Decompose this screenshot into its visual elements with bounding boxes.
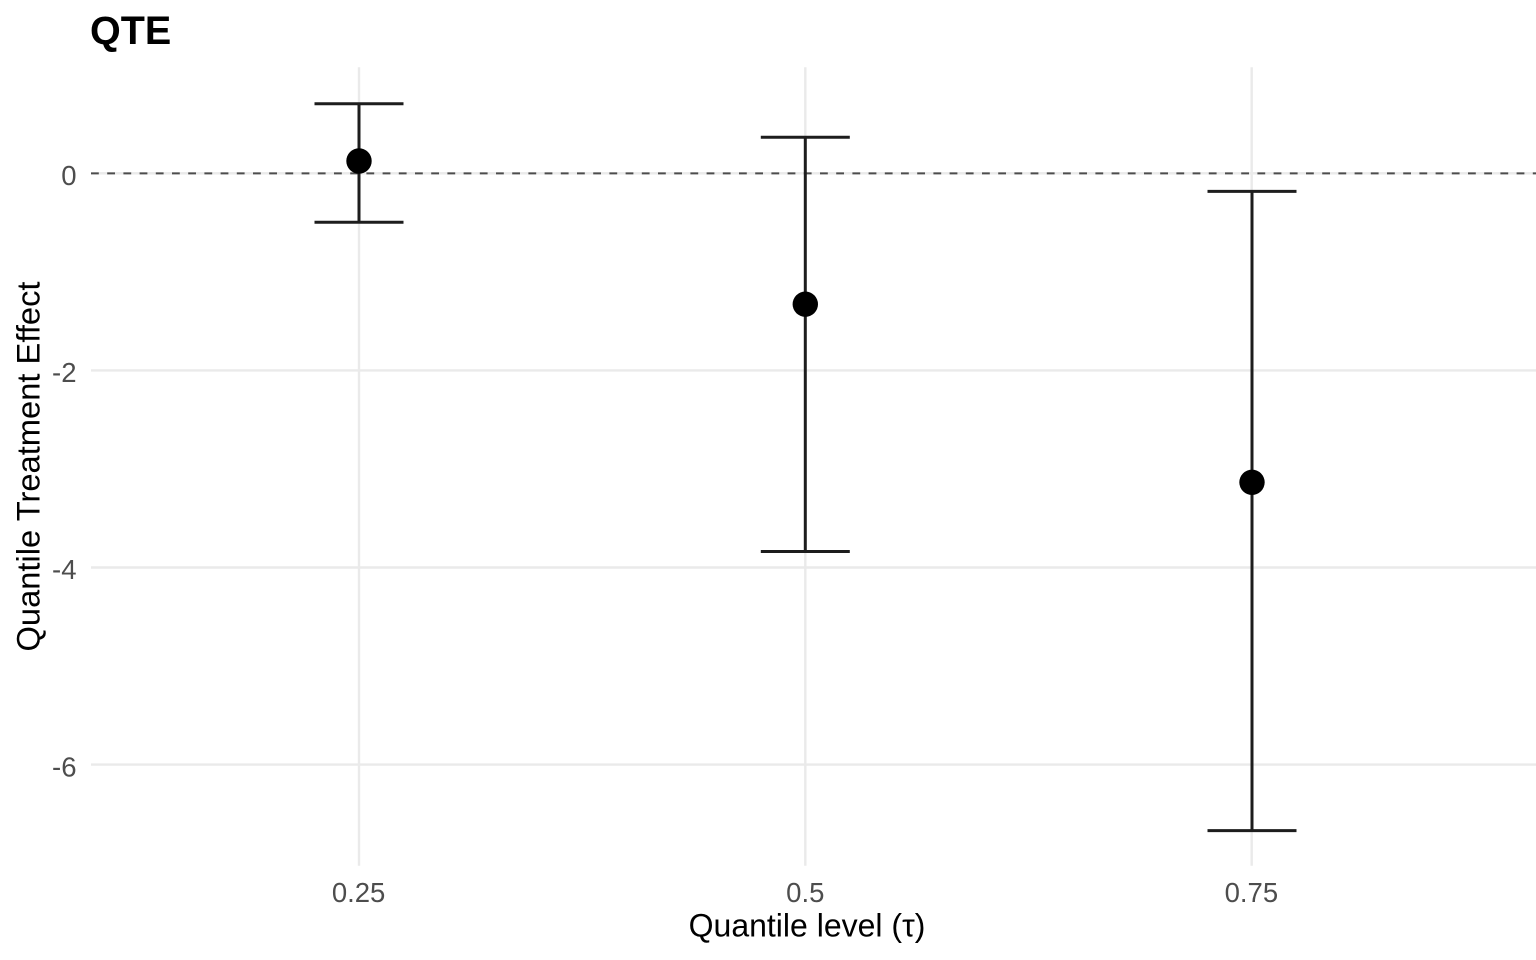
svg-text:QTE: QTE — [90, 9, 171, 53]
svg-text:0: 0 — [61, 160, 76, 191]
svg-text:Quantile Treatment Effect: Quantile Treatment Effect — [10, 281, 47, 651]
svg-text:0.5: 0.5 — [786, 877, 824, 908]
svg-text:0.75: 0.75 — [1225, 877, 1279, 908]
svg-text:0.25: 0.25 — [332, 877, 386, 908]
svg-text:-6: -6 — [52, 751, 76, 782]
svg-text:-4: -4 — [52, 554, 76, 585]
svg-text:-2: -2 — [52, 357, 76, 388]
svg-text:Quantile level (τ): Quantile level (τ) — [689, 908, 926, 944]
